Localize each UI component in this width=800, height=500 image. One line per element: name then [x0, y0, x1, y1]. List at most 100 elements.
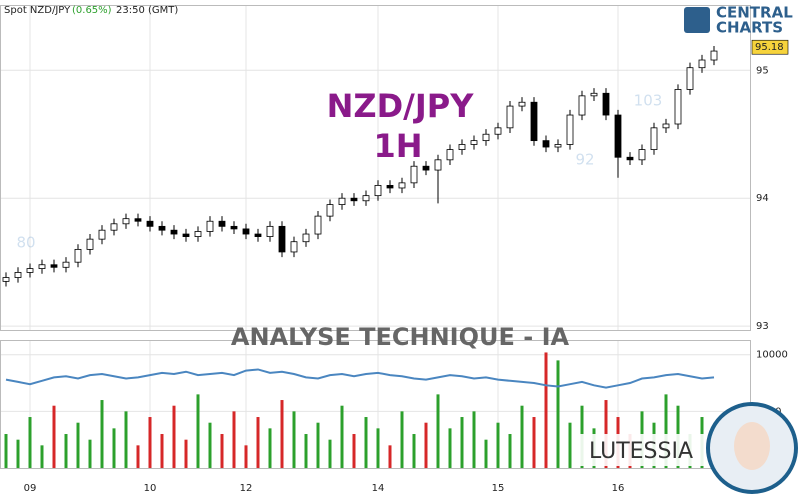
volume-bar	[304, 434, 308, 468]
x-tick-label: 12	[240, 483, 253, 494]
candle-body	[134, 218, 142, 222]
candle-body	[650, 127, 658, 150]
volume-bar	[352, 434, 356, 468]
candle-body	[242, 228, 250, 235]
y-tick-label: 95	[756, 65, 769, 76]
volume-bar	[76, 422, 80, 468]
volume-bar	[232, 411, 236, 468]
candle-body	[578, 95, 586, 116]
candle-body	[506, 105, 514, 129]
candle-body	[494, 127, 502, 135]
candle-body	[206, 220, 214, 232]
volume-bar	[64, 434, 68, 468]
candle-body	[602, 92, 610, 116]
candle-body	[194, 231, 202, 237]
change: (0.65%)	[72, 5, 112, 16]
candle-body	[398, 182, 406, 189]
banner: ANALYSE TECHNIQUE - IA	[231, 323, 570, 351]
volume-bar	[88, 439, 92, 468]
volume-bar	[100, 400, 104, 468]
candle-body	[98, 229, 106, 240]
volume-bar	[196, 394, 200, 468]
volume-bar	[316, 422, 320, 468]
last-price-label: 95.18	[755, 42, 784, 53]
volume-bar	[532, 417, 536, 468]
y-tick-label: 93	[756, 321, 769, 332]
candle-body	[74, 248, 82, 263]
x-tick-label: 16	[612, 483, 625, 494]
candle-body	[386, 185, 394, 189]
candle-body	[410, 165, 418, 184]
watermark: 80	[16, 234, 35, 252]
volume-bar	[340, 405, 344, 468]
volume-bar	[472, 411, 476, 468]
volume-bar	[364, 417, 368, 468]
volume-bar	[328, 439, 332, 468]
candle-body	[662, 123, 670, 129]
volume-bar	[4, 434, 8, 468]
logo-text: CHARTS	[716, 19, 783, 37]
candle-body	[266, 225, 274, 237]
candle-body	[170, 229, 178, 235]
candle-body	[674, 89, 682, 125]
volume-bar	[568, 422, 572, 468]
volume-bar	[208, 422, 212, 468]
candle-body	[518, 101, 526, 107]
candle-body	[626, 156, 634, 161]
avatar-face	[734, 422, 770, 470]
candle-body	[434, 159, 442, 171]
volume-bar	[28, 417, 32, 468]
y-tick-label: 10000	[756, 350, 788, 361]
volume-bar	[400, 411, 404, 468]
volume-bar	[148, 417, 152, 468]
candle-body	[302, 233, 310, 243]
candle-body	[590, 92, 598, 97]
volume-bar	[436, 394, 440, 468]
candle-body	[350, 197, 358, 202]
volume-bar	[112, 428, 116, 468]
volume-bar	[520, 405, 524, 468]
candle-body	[542, 140, 550, 148]
x-tick-label: 15	[492, 483, 505, 494]
volume-bar	[508, 434, 512, 468]
candle-body	[290, 241, 298, 253]
candle-body	[566, 114, 574, 145]
candle-body	[314, 215, 322, 235]
volume-bar	[544, 352, 548, 468]
volume-bar	[52, 405, 56, 468]
signature-box	[580, 434, 706, 466]
candle-body	[638, 149, 646, 161]
volume-bar	[556, 360, 560, 468]
volume-bar	[292, 411, 296, 468]
candle-body	[158, 225, 166, 231]
candle-body	[326, 204, 334, 217]
volume-bar	[40, 445, 44, 468]
candle-body	[38, 264, 46, 269]
volume-bar	[424, 422, 428, 468]
volume-bar	[280, 400, 284, 468]
candle-body	[374, 185, 382, 197]
candle-body	[530, 101, 538, 142]
x-tick-label: 10	[144, 483, 157, 494]
volume-bar	[412, 434, 416, 468]
candle-body	[14, 272, 22, 278]
volume-bar	[460, 417, 464, 468]
candle-body	[710, 50, 718, 61]
last-price-box	[751, 39, 789, 55]
candle-body	[338, 197, 346, 206]
chart-subtitle: 1H	[373, 127, 422, 165]
volume-bar	[376, 428, 380, 468]
volume-bar	[136, 445, 140, 468]
candle-body	[278, 225, 286, 253]
x-tick-label: 09	[24, 483, 37, 494]
candle-body	[110, 223, 118, 231]
volume-bar	[448, 428, 452, 468]
signature: LUTESSIA	[589, 439, 693, 464]
symbol: Spot NZD/JPY	[4, 5, 71, 16]
candle-body	[122, 218, 130, 225]
candle-body	[482, 133, 490, 142]
candle-body	[26, 268, 34, 273]
time: 23:50 (GMT)	[116, 5, 178, 16]
